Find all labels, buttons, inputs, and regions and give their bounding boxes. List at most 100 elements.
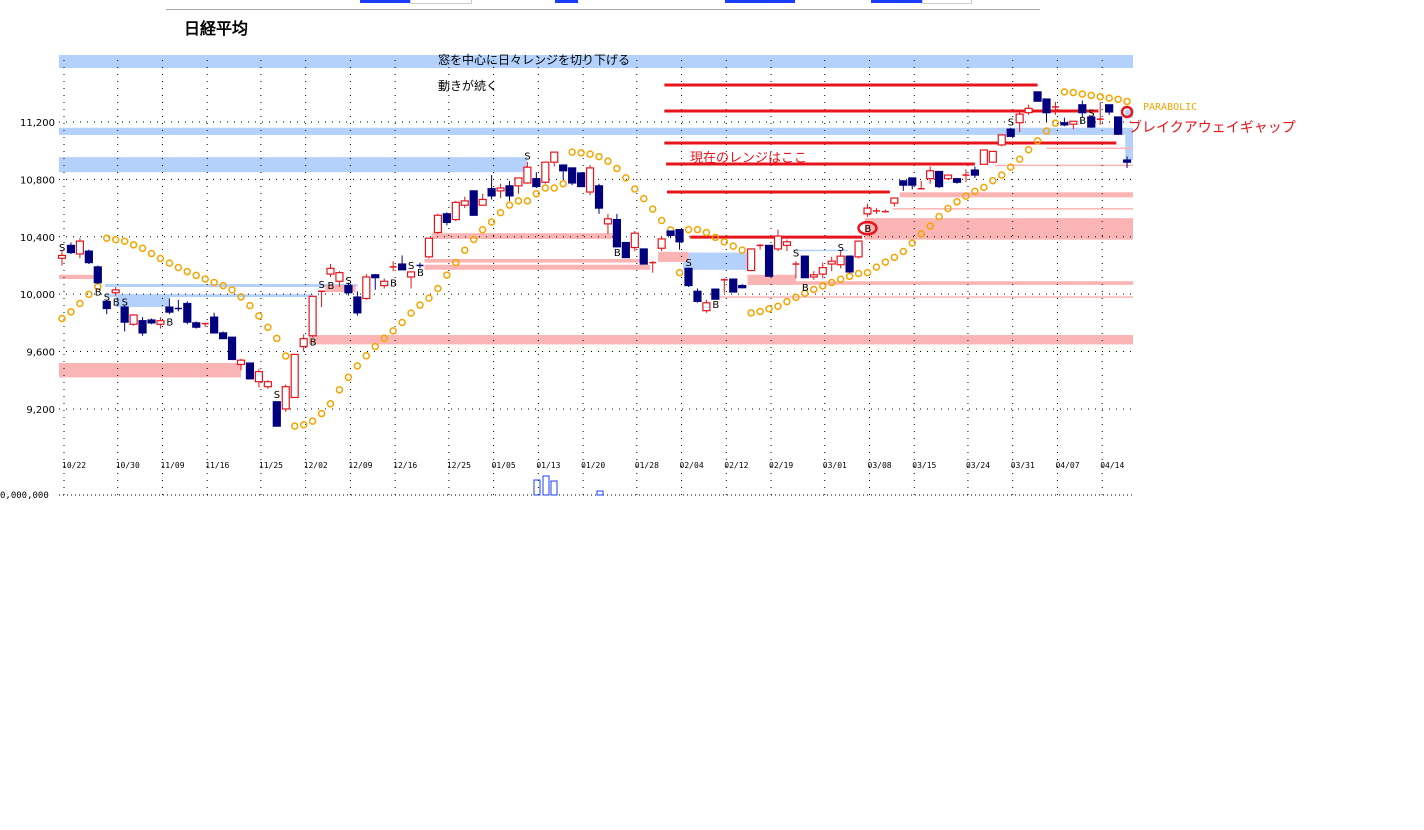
candle-body — [684, 267, 693, 287]
top-tab-1[interactable] — [360, 0, 410, 3]
x-tick-label: 02/04 — [680, 461, 704, 470]
signal-label: B — [166, 317, 173, 328]
sar-dot — [926, 222, 934, 230]
sar-dot — [192, 271, 200, 280]
candle-body — [523, 166, 532, 184]
sar-dot — [819, 282, 827, 290]
candle-body — [1087, 116, 1096, 128]
x-tick-label: 03/31 — [1011, 461, 1035, 470]
pink-zone — [59, 274, 96, 280]
signal-label: S — [524, 152, 530, 163]
candle — [389, 261, 397, 272]
blue-zone — [59, 54, 1133, 69]
sar-dot — [693, 225, 702, 234]
candle — [523, 162, 532, 184]
candle — [487, 175, 496, 200]
candle — [1060, 117, 1069, 127]
candle — [433, 213, 442, 234]
sar-dot — [971, 187, 979, 196]
candle — [1105, 104, 1114, 115]
sar-dot — [622, 174, 630, 182]
candle-body — [630, 232, 639, 249]
candle — [792, 261, 800, 279]
candle — [756, 243, 764, 250]
candle-body — [738, 284, 747, 289]
signal-label: B — [802, 283, 809, 294]
candle — [496, 183, 505, 199]
candle — [371, 274, 380, 290]
x-tick-label: 02/19 — [769, 461, 793, 470]
candle — [442, 212, 451, 226]
candle-body — [827, 260, 836, 265]
candle-body — [281, 386, 290, 410]
candle-body — [693, 290, 702, 302]
candle — [84, 249, 93, 265]
candle-body — [272, 401, 281, 427]
sar-dot — [362, 351, 371, 360]
x-tick-label: 11/09 — [160, 461, 184, 470]
signal-label: B — [310, 338, 317, 349]
candle — [344, 282, 353, 296]
candle-body — [299, 338, 308, 348]
candle — [988, 150, 997, 163]
candle-body — [559, 164, 568, 172]
candle-body — [997, 134, 1006, 146]
sar-dot — [416, 301, 424, 309]
candle-body — [120, 306, 129, 323]
candle-body — [899, 180, 908, 186]
top-tab-4[interactable] — [871, 0, 922, 3]
candle-body — [84, 250, 93, 264]
y-tick-label: 11,200 — [20, 118, 55, 129]
candle — [514, 177, 523, 194]
candle — [1087, 116, 1096, 128]
candle — [102, 299, 111, 315]
candle — [970, 166, 980, 178]
candle — [639, 248, 648, 265]
signal-label: S — [1088, 109, 1094, 120]
volume-bar — [542, 475, 550, 496]
candle — [818, 262, 827, 279]
page-title: 日経平均 — [184, 19, 249, 38]
candle — [908, 177, 917, 190]
candle-body — [1033, 91, 1042, 102]
candle — [245, 362, 255, 380]
sar-dot — [568, 148, 576, 156]
candle-body — [970, 169, 980, 176]
x-tick-label: 03/24 — [966, 461, 990, 470]
top-tab-4-rest[interactable] — [922, 0, 972, 4]
top-tab-1-rest[interactable] — [410, 0, 472, 4]
candle-body — [809, 274, 818, 278]
top-tab-3[interactable] — [725, 0, 795, 3]
candle-body — [764, 244, 774, 277]
top-tab-2[interactable] — [555, 0, 578, 3]
sar-dot — [648, 205, 657, 213]
sar-dot — [290, 422, 299, 430]
candle — [219, 331, 228, 340]
candle-body — [308, 295, 317, 337]
signal-label: B — [417, 268, 424, 279]
candle-body — [532, 178, 541, 188]
candle — [308, 295, 317, 338]
candle-body — [254, 371, 263, 383]
sar-dot — [711, 233, 720, 242]
sar-dot — [944, 204, 952, 213]
sar-dot — [899, 247, 908, 256]
candle-body — [362, 276, 371, 300]
candle — [541, 161, 550, 184]
candle — [666, 230, 675, 239]
candle-body — [1006, 128, 1015, 137]
blue-zone — [59, 127, 1133, 135]
sar-dot — [792, 293, 800, 302]
candle-body — [639, 248, 648, 265]
sar-dot — [1033, 137, 1042, 145]
x-tick-label: 03/01 — [823, 461, 847, 470]
candle-body — [550, 151, 559, 163]
signal-label: S — [59, 243, 65, 254]
candle — [934, 170, 944, 188]
candle — [1033, 91, 1042, 102]
candle — [872, 208, 880, 214]
sar-dot — [371, 342, 379, 351]
candle — [568, 167, 577, 186]
sar-dot — [935, 212, 943, 221]
candle-body — [729, 278, 738, 293]
